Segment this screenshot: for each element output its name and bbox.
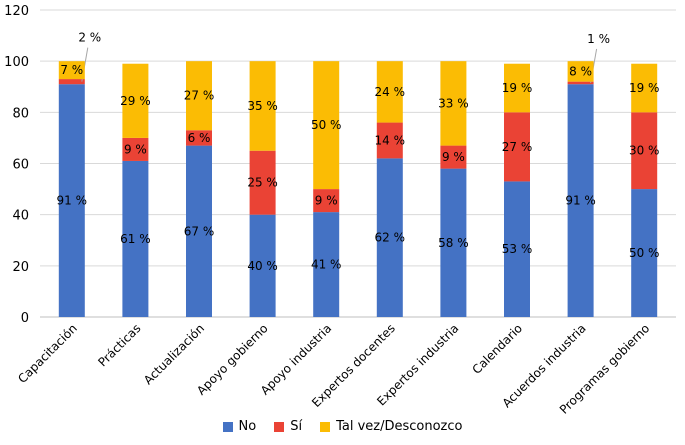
legend-label-tal-vez: Tal vez/Desconozco [336, 419, 463, 434]
data-label: 24 % [375, 85, 406, 99]
y-tick-label: 20 [12, 260, 29, 275]
bar-segment [186, 61, 212, 131]
bar-segment [186, 130, 212, 146]
bar-segment [504, 181, 530, 317]
y-tick-label: 100 [4, 55, 29, 70]
bar-segment [504, 63, 530, 113]
data-label: 40 % [247, 259, 278, 273]
data-label: 1 % [587, 32, 610, 46]
bar-segment [567, 61, 594, 82]
legend-item-si: Sí [274, 419, 302, 434]
data-label: 6 % [188, 131, 211, 145]
x-tick-label: Actualización [141, 321, 207, 387]
bar-segment [440, 168, 467, 317]
data-label: 19 % [502, 81, 533, 95]
bar-segment [440, 61, 467, 146]
bar-segment [58, 79, 85, 85]
data-label: 53 % [502, 242, 533, 256]
data-label: 61 % [120, 232, 151, 246]
data-label: 35 % [247, 99, 278, 113]
data-label: 2 % [78, 31, 101, 45]
bar-segment [58, 84, 85, 317]
data-label: 41 % [311, 258, 342, 272]
y-tick-label: 80 [12, 106, 29, 121]
data-label: 30 % [629, 144, 660, 158]
data-label: 62 % [375, 231, 406, 245]
bar-segment [376, 122, 403, 159]
data-label: 27 % [184, 89, 215, 103]
bar-segment [122, 160, 149, 317]
legend-swatch-si [274, 421, 285, 432]
y-tick-label: 0 [21, 311, 29, 326]
y-tick-label: 120 [4, 4, 29, 19]
data-label: 19 % [629, 81, 660, 95]
bar-segment [186, 145, 212, 317]
x-tick-label: Prácticas [95, 321, 143, 369]
bar-segment [631, 189, 658, 317]
legend-label-si: Sí [290, 419, 303, 434]
bar-segment [631, 63, 658, 113]
data-label: 25 % [247, 176, 278, 190]
data-label: 50 % [311, 118, 342, 132]
data-label: 9 % [315, 194, 338, 208]
bar-segment [567, 81, 594, 85]
bar-segment [249, 214, 276, 317]
bar-segment [313, 189, 340, 213]
x-tick-label: Calendario [470, 321, 526, 377]
y-tick-label: 40 [12, 209, 29, 224]
data-label: 14 % [375, 133, 406, 147]
bar-segment [249, 61, 276, 151]
bar-segment [313, 212, 340, 317]
y-tick-label: 60 [12, 158, 29, 173]
x-tick-label: Capacitación [15, 321, 80, 386]
bar-segment [249, 150, 276, 215]
data-label: 9 % [124, 142, 147, 156]
data-label: 50 % [629, 246, 660, 260]
bar-segment [631, 112, 658, 190]
bar-segment [376, 158, 403, 317]
data-label: 8 % [569, 64, 592, 78]
bar-segment [567, 84, 594, 317]
data-label: 91 % [565, 194, 596, 208]
data-label: 7 % [60, 63, 83, 77]
bar-segment [122, 63, 149, 138]
legend-swatch-no [222, 421, 233, 432]
legend-item-tal-vez: Tal vez/Desconozco [320, 419, 462, 434]
data-label: 67 % [184, 224, 215, 238]
data-label: 29 % [120, 94, 151, 108]
legend-label-no: No [238, 419, 257, 434]
data-label: 91 % [57, 194, 88, 208]
bar-segment [440, 145, 467, 169]
bar-segment [376, 61, 403, 123]
data-label: 33 % [438, 96, 469, 110]
legend: No Sí Tal vez/Desconozco [0, 419, 685, 434]
legend-item-no: No [222, 419, 257, 434]
data-label: 58 % [438, 236, 469, 250]
bar-segment [504, 112, 530, 182]
bar-segment [58, 61, 85, 80]
legend-swatch-tal-vez [320, 421, 331, 432]
bar-segment [313, 61, 340, 190]
bar-segment [122, 137, 149, 161]
data-label: 9 % [442, 150, 465, 164]
data-label: 27 % [502, 140, 533, 154]
